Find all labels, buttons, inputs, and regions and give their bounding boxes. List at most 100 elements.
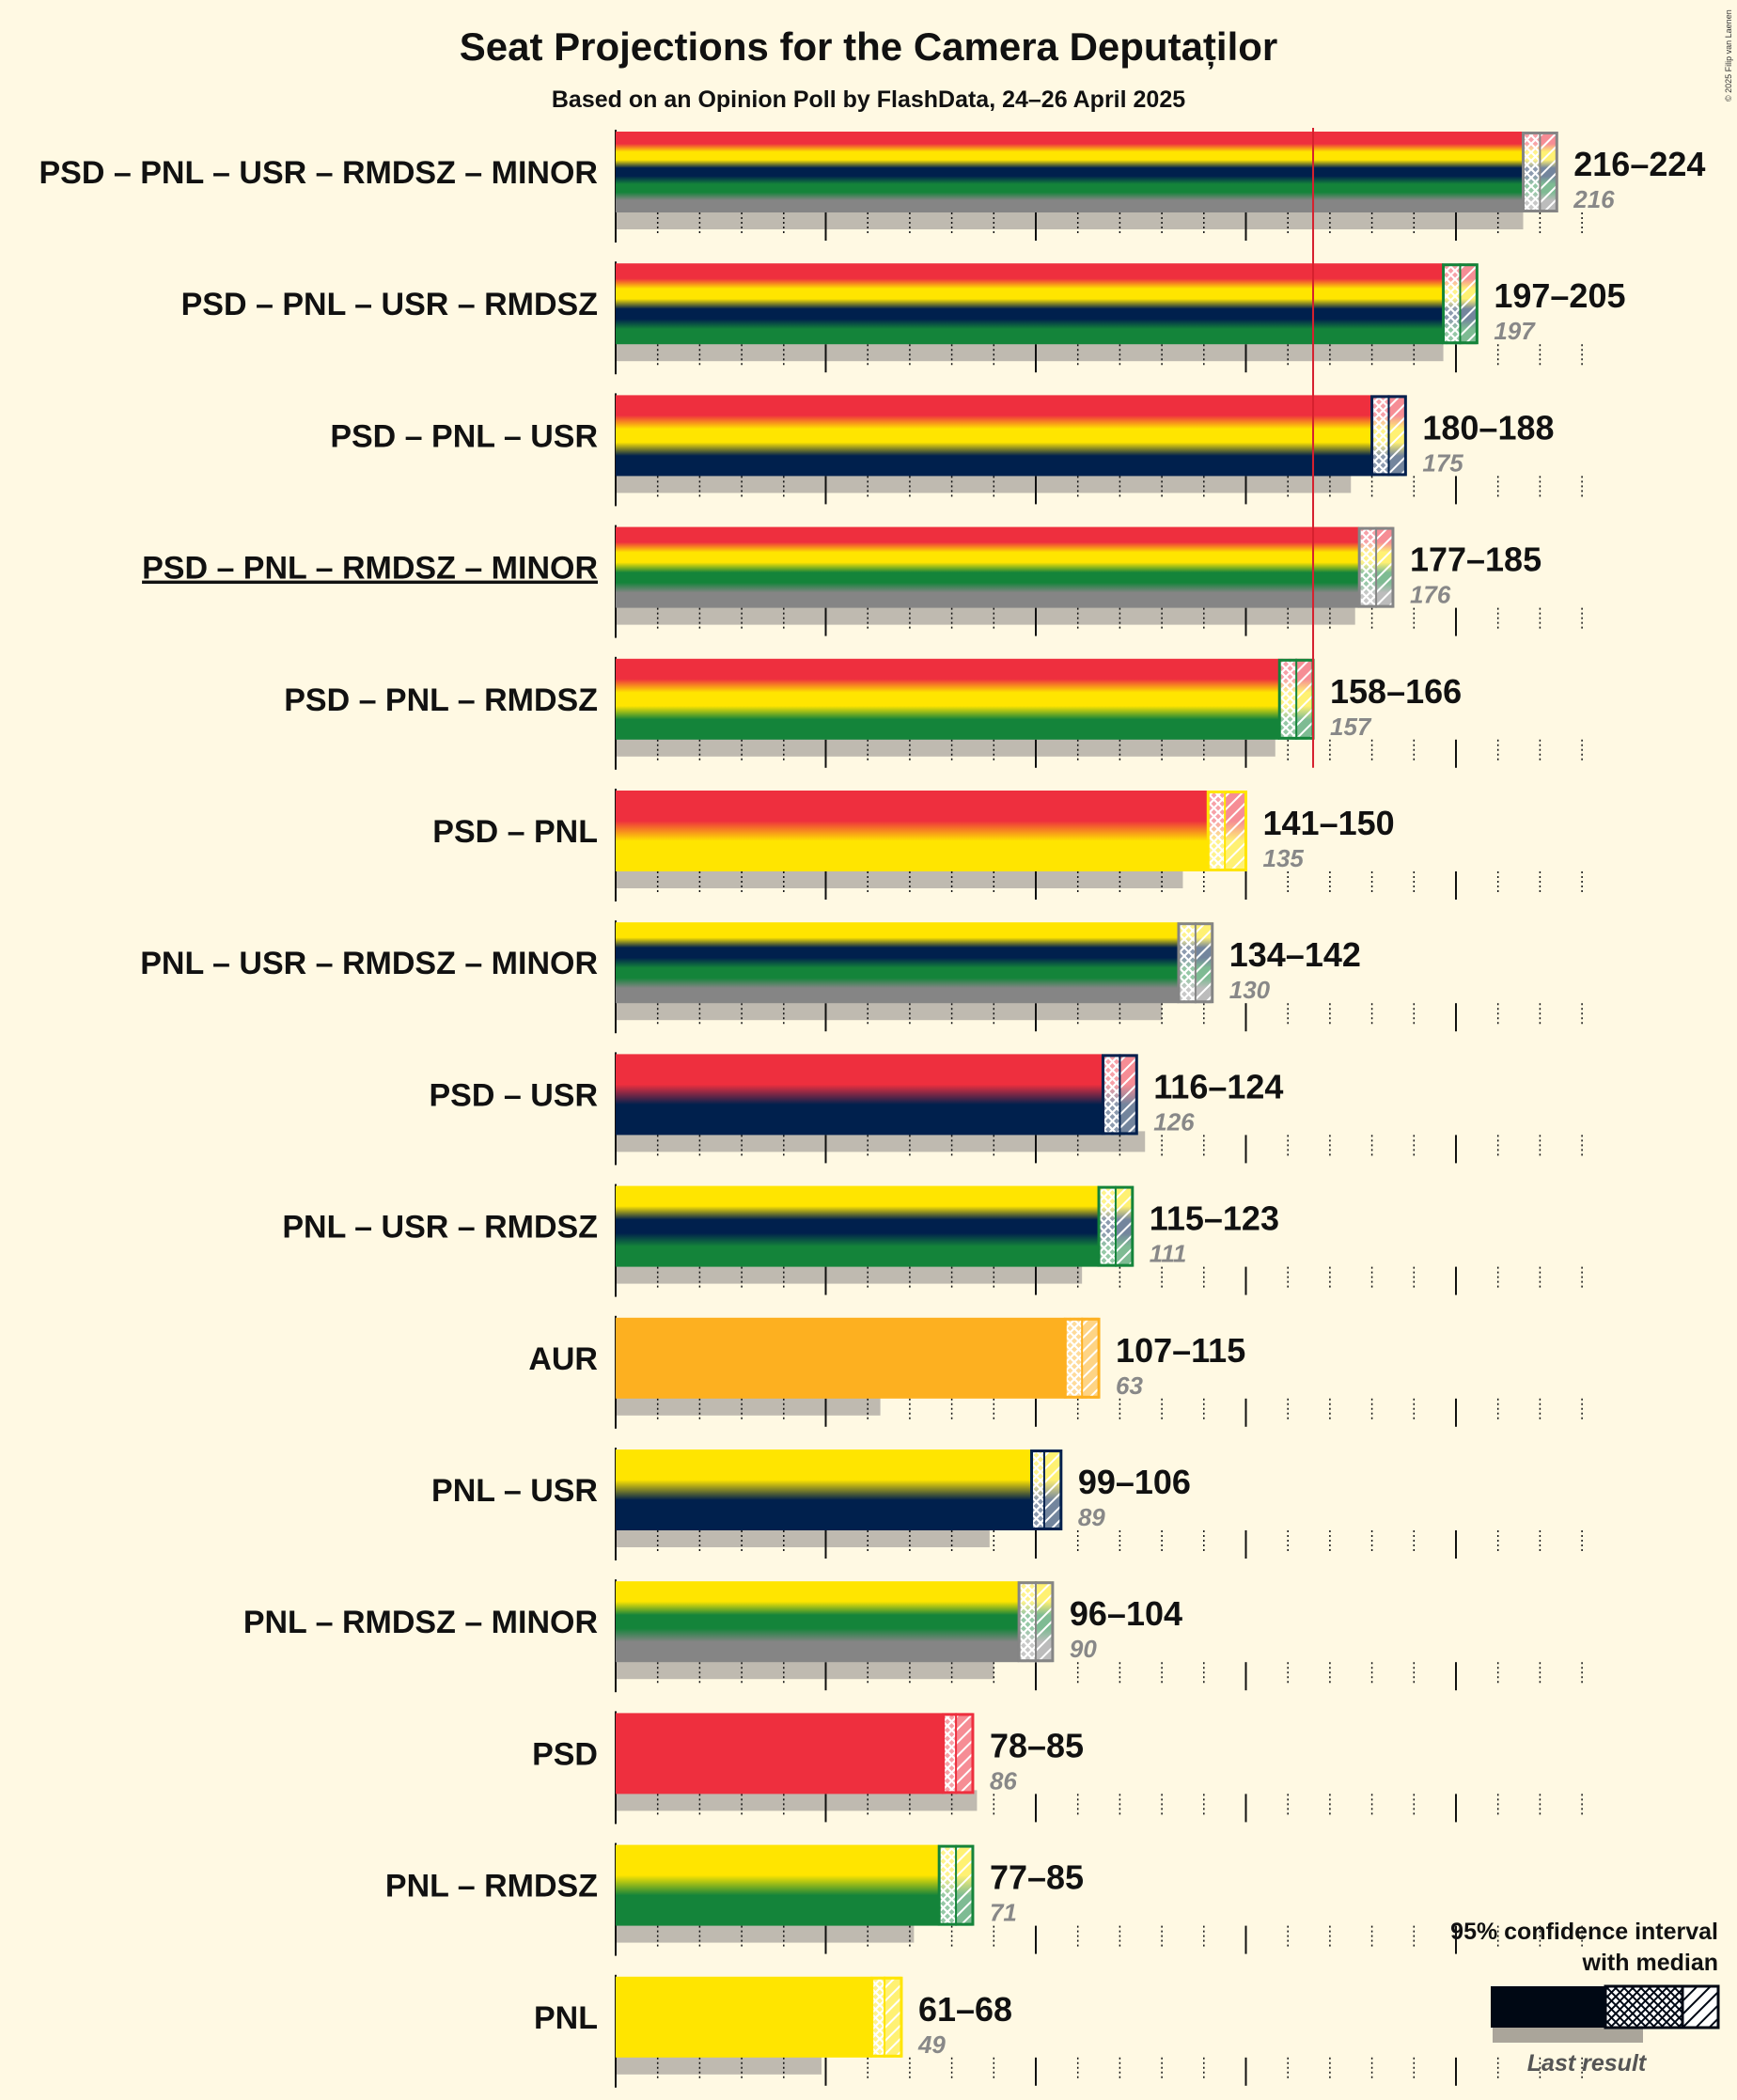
last-result-label: 135: [1263, 844, 1305, 872]
last-result-label: 130: [1229, 976, 1271, 1004]
range-label: 96–104: [1070, 1594, 1182, 1633]
ci-lower-hatch: [1099, 1185, 1116, 1267]
ci-upper-hatch: [956, 1713, 973, 1794]
tick-marks: [656, 1266, 1583, 1295]
tick-marks: [656, 1794, 1583, 1823]
last-result-bar: [616, 1262, 1083, 1284]
tick-marks: [656, 476, 1583, 505]
category-label: PNL: [534, 2000, 598, 2036]
ci-upper-hatch: [1376, 526, 1393, 608]
ci-solid-bar: [616, 1581, 1020, 1663]
range-label: 158–166: [1330, 672, 1462, 711]
ci-lower-hatch: [1065, 1317, 1083, 1399]
category-label: PSD: [532, 1736, 598, 1772]
last-result-bar: [616, 1921, 915, 1943]
last-result-label: 86: [990, 1766, 1017, 1794]
category-label: PSD – PNL – USR – RMDSZ – MINOR: [39, 155, 599, 191]
range-label: 177–185: [1410, 541, 1541, 579]
ci-upper-hatch: [956, 1844, 973, 1926]
range-label: 216–224: [1573, 145, 1705, 183]
ci-solid-bar: [616, 1713, 944, 1794]
ci-lower-hatch: [1279, 658, 1297, 740]
ci-lower-hatch: [1103, 1054, 1120, 1136]
category-label: PSD – PNL – RMDSZ – MINOR: [142, 551, 598, 587]
ci-lower-hatch: [1359, 526, 1377, 608]
last-result-label: 63: [1116, 1371, 1143, 1400]
category-label: PSD – USR: [430, 1077, 599, 1113]
legend-title-line1: 95% confidence interval: [1450, 1919, 1718, 1945]
copyright-notice: © 2025 Filip van Laenen: [1724, 9, 1733, 102]
last-result-bar: [616, 340, 1444, 362]
ci-lower-hatch: [943, 1713, 957, 1794]
ci-lower-hatch: [1208, 791, 1226, 871]
last-result-label: 90: [1070, 1635, 1097, 1663]
last-result-label: 89: [1078, 1503, 1105, 1531]
ci-lower-hatch: [1019, 1581, 1036, 1663]
last-result-bar: [616, 735, 1275, 757]
ci-outline: [870, 1976, 903, 2058]
last-result-bar: [616, 1527, 990, 1547]
range-label: 116–124: [1153, 1067, 1283, 1105]
ci-solid-bar: [616, 658, 1280, 740]
range-label: 180–188: [1422, 408, 1554, 447]
ci-solid-bar: [616, 526, 1360, 608]
legend-last-result-swatch: [1493, 2026, 1643, 2043]
last-result-label: 197: [1494, 317, 1536, 345]
range-label: 141–150: [1263, 804, 1395, 842]
last-result-bar: [616, 868, 1183, 888]
ci-outline: [1030, 1450, 1063, 1530]
range-label: 61–68: [918, 1990, 1012, 2029]
legend: 95% confidence interval with median Last…: [1450, 1919, 1720, 2076]
ci-solid-bar: [616, 1317, 1066, 1399]
ci-solid-bar: [616, 263, 1444, 345]
tick-marks: [656, 1398, 1583, 1427]
category-label: AUR: [528, 1341, 598, 1377]
ci-solid-bar: [616, 132, 1524, 212]
ci-upper-hatch: [1036, 1581, 1053, 1663]
tick-marks: [656, 607, 1583, 636]
ci-solid-bar: [616, 1185, 1100, 1267]
last-result-bar: [616, 1131, 1146, 1152]
ci-solid-bar: [616, 395, 1372, 477]
tick-marks: [656, 1530, 1583, 1559]
last-result-label: 126: [1153, 1107, 1195, 1136]
range-label: 115–123: [1150, 1199, 1279, 1238]
ci-upper-hatch: [1115, 1185, 1133, 1267]
last-result-label: 175: [1422, 448, 1463, 477]
last-result-bar: [616, 603, 1355, 625]
ci-solid-bar: [616, 1054, 1103, 1136]
range-label: 78–85: [990, 1726, 1084, 1764]
range-label: 99–106: [1078, 1463, 1191, 1501]
ci-upper-hatch: [1225, 791, 1246, 871]
tick-marks: [656, 739, 1583, 768]
ci-lower-hatch: [1031, 1450, 1044, 1530]
legend-ci-upper-swatch: [1681, 1984, 1720, 2029]
legend-ci-median-swatch: [1604, 1984, 1684, 2029]
legend-ci-solid-swatch: [1491, 1986, 1605, 2028]
ci-solid-bar: [616, 922, 1179, 1004]
tick-marks: [656, 871, 1583, 900]
category-label: PSD – PNL – RMDSZ: [284, 682, 598, 718]
ci-upper-hatch: [884, 1976, 901, 2058]
last-result-label: 49: [917, 2030, 946, 2059]
category-label: PNL – RMDSZ – MINOR: [243, 1605, 598, 1640]
last-result-bar: [616, 1790, 978, 1811]
ci-solid-bar: [616, 791, 1209, 871]
chart-subtitle: Based on an Opinion Poll by FlashData, 2…: [552, 86, 1185, 113]
ci-lower-hatch: [871, 1976, 885, 2058]
category-label: PNL – RMDSZ: [385, 1869, 598, 1904]
last-result-bar: [616, 999, 1163, 1021]
ci-lower-hatch: [1178, 922, 1196, 1004]
category-label: PNL – USR: [431, 1473, 598, 1509]
ci-solid-bar: [616, 1976, 872, 2058]
ci-outline: [1206, 791, 1248, 871]
category-label: PSD – PNL – USR – RMDSZ: [181, 287, 598, 322]
tick-marks: [656, 1003, 1583, 1032]
